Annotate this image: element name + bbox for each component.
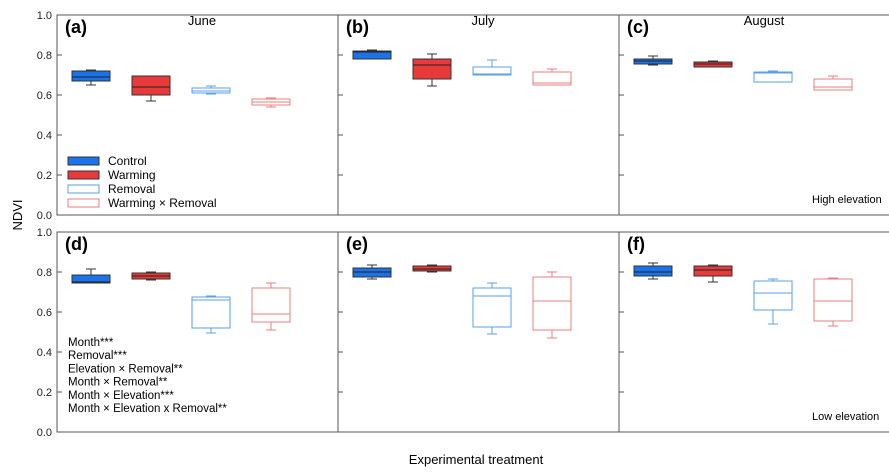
legend-entry: Removal	[108, 182, 155, 196]
y-tick-label: 0.4	[37, 347, 52, 359]
y-tick-label: 0.4	[37, 130, 52, 142]
stats-line: Elevation × Removal**	[68, 363, 183, 375]
elevation-label: Low elevation	[812, 411, 879, 423]
stats-line: Month × Removal**	[68, 377, 168, 389]
box-control	[71, 274, 111, 284]
box-removal	[753, 71, 793, 83]
panel-label: (c)	[627, 17, 649, 37]
panel-label: (b)	[346, 17, 369, 37]
y-tick-label: 0.0	[37, 427, 52, 439]
box-warming-removal	[251, 287, 291, 323]
panel-label: (a)	[65, 17, 87, 37]
panel-label: (e)	[346, 234, 368, 254]
box-warming-removal	[532, 276, 572, 331]
box-warming-removal	[813, 278, 853, 322]
box-warming	[693, 265, 733, 277]
month-label: July	[471, 13, 495, 28]
y-tick-label: 0.8	[37, 50, 52, 62]
panel-frame	[337, 14, 620, 216]
box-warming	[131, 75, 171, 96]
y-tick-label: 1.0	[37, 10, 52, 22]
elevation-label: High elevation	[812, 194, 882, 206]
panel-frame	[56, 231, 339, 433]
box-removal	[753, 280, 793, 311]
y-tick-label: 0.2	[37, 170, 52, 182]
stats-line: Month × Elevation***	[68, 390, 174, 402]
legend-swatch	[67, 170, 100, 180]
legend-swatch	[67, 198, 100, 208]
panel-label: (f)	[627, 234, 645, 254]
box-removal	[472, 66, 512, 76]
legend-swatch	[67, 184, 100, 194]
stats-line: Month***	[68, 337, 114, 349]
box-warming	[412, 58, 452, 80]
y-axis-title: NDVI	[10, 199, 25, 230]
y-tick-label: 0.6	[37, 90, 52, 102]
stats-line: Removal***	[68, 350, 127, 362]
legend-entry: Warming	[108, 168, 156, 182]
legend-entry: Control	[108, 154, 147, 168]
box-warming-removal	[532, 71, 572, 86]
box-control	[71, 70, 111, 82]
y-tick-label: 1.0	[37, 227, 52, 239]
panel-frame	[618, 14, 889, 216]
panel-frame	[337, 231, 620, 433]
legend-entry: Warming × Removal	[108, 196, 217, 210]
panel-label: (d)	[65, 234, 88, 254]
x-axis-title: Experimental treatment	[409, 452, 544, 467]
box-control	[633, 265, 673, 277]
box-warming-removal	[813, 78, 853, 91]
panel-frame	[618, 231, 889, 433]
stats-line: Month × Elevation x Removal**	[68, 403, 227, 415]
box-removal	[191, 296, 231, 329]
y-tick-label: 0.8	[37, 267, 52, 279]
y-tick-label: 0.2	[37, 387, 52, 399]
box-removal	[472, 287, 512, 328]
y-tick-label: 0.6	[37, 307, 52, 319]
y-tick-label: 0.0	[37, 210, 52, 222]
month-label: June	[188, 13, 216, 28]
legend-swatch	[67, 156, 100, 166]
box-control	[352, 50, 392, 60]
month-label: August	[744, 13, 785, 28]
